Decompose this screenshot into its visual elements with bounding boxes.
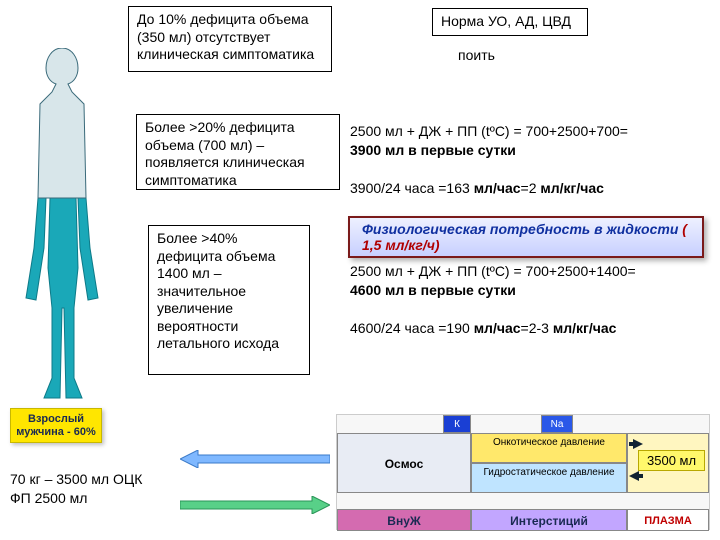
comp-pla: ПЛАЗМА	[627, 509, 709, 531]
calc2-line3d: мл/кг/час	[553, 320, 617, 336]
comp-na: Na	[541, 415, 573, 433]
calc1-line1: 2500 мл + ДЖ + ПП (tºС) = 700+2500+700=	[350, 123, 628, 139]
deficit-20-box: Более >20% дефицита объема (700 мл) – по…	[136, 114, 340, 190]
calc2-line2: 4600 мл в первые сутки	[350, 282, 516, 298]
footer-line2: ФП 2500 мл	[10, 490, 87, 506]
human-figure	[16, 48, 108, 408]
calc1-line2: 3900 мл в первые сутки	[350, 142, 516, 158]
calc2: 2500 мл + ДЖ + ПП (tºС) = 700+2500+1400=…	[350, 262, 704, 338]
calc1: 2500 мл + ДЖ + ПП (tºС) = 700+2500+700= …	[350, 122, 704, 198]
comp-vnu: ВнуЖ	[337, 509, 471, 531]
plasma-annotation: 3500 мл	[638, 450, 705, 471]
calc1-line3c: =2	[521, 180, 541, 196]
footer-line1: 70 кг – 3500 мл ОЦК	[10, 471, 142, 487]
comp-int: Интерстиций	[471, 509, 627, 531]
comp-gidro: Гидростатическое давление	[471, 463, 627, 493]
calc2-line3c: =2-3	[521, 320, 553, 336]
calc2-line3b: мл/час	[474, 320, 521, 336]
phys-blue: Физиологическая потребность в жидкости	[362, 221, 678, 237]
comp-osmos: Осмос	[337, 433, 471, 493]
deficit-40-box: Более >40% дефицита объема 1400 мл – зна…	[148, 225, 310, 375]
arrow-right	[180, 496, 330, 510]
human-label: Взрослый мужчина - 60%	[10, 408, 102, 443]
compartments-diagram: К Na Осмос Онкотическое давление Гидрост…	[336, 414, 710, 530]
calc1-line3a: 3900/24 часа =163	[350, 180, 474, 196]
arrow-left	[180, 450, 330, 464]
deficit-10-box: До 10% дефицита объема (350 мл) отсутств…	[128, 6, 332, 72]
poit-label: поить	[458, 46, 495, 65]
calc1-line3b: мл/час	[474, 180, 521, 196]
comp-k: К	[443, 415, 471, 433]
calc2-line3a: 4600/24 часа =190	[350, 320, 474, 336]
comp-onkot: Онкотическое давление	[471, 433, 627, 463]
norm-box: Норма УО, АД, ЦВД	[432, 8, 588, 36]
calc2-line1: 2500 мл + ДЖ + ПП (tºС) = 700+2500+1400=	[350, 263, 636, 279]
calc1-line3d: мл/кг/час	[540, 180, 604, 196]
phys-need-banner: Физиологическая потребность в жидкости (…	[348, 216, 704, 258]
footer: 70 кг – 3500 мл ОЦК ФП 2500 мл	[10, 470, 142, 508]
